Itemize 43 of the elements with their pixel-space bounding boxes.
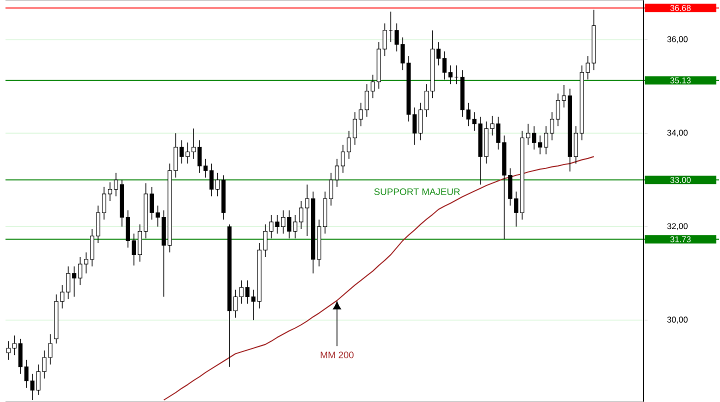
candlestick — [90, 228, 94, 267]
ref-line-label: 35.13 — [670, 77, 691, 84]
candlestick — [328, 172, 334, 206]
candlestick — [102, 186, 106, 220]
y-tick-label: 32,00 — [667, 223, 688, 230]
candlestick — [239, 280, 244, 304]
candlestick — [550, 112, 554, 141]
candlestick — [556, 93, 560, 127]
candlestick — [96, 205, 100, 244]
candlestick — [245, 280, 250, 304]
candlestick — [12, 335, 17, 356]
candlestick — [24, 359, 28, 388]
y-tick-label: 36,00 — [667, 36, 688, 44]
candlestick — [18, 338, 23, 374]
annotation: SUPPORT MAJEUR — [374, 188, 460, 196]
ref-line-label: 36.68 — [670, 5, 691, 11]
candlestick — [204, 158, 208, 178]
candlestick — [126, 210, 130, 248]
candlestick — [574, 126, 578, 164]
candlestick — [215, 172, 220, 197]
y-tick-label: 34,00 — [667, 130, 688, 137]
candlestick — [132, 233, 136, 266]
ref-line-label: 33.00 — [670, 177, 691, 183]
candlestick — [436, 42, 441, 66]
text: MM 200 — [320, 352, 354, 358]
candlestick — [562, 84, 566, 108]
candlestick — [466, 102, 470, 127]
candlestick — [424, 84, 429, 118]
candlestick — [346, 130, 352, 160]
candlestick — [6, 340, 11, 360]
candlestick — [442, 51, 447, 80]
candlestick — [544, 126, 548, 155]
candlestick — [538, 135, 542, 155]
ref-line-label: 31.73 — [670, 236, 691, 242]
candlestick — [233, 289, 238, 318]
candlestick — [334, 158, 340, 188]
candlestick — [448, 65, 453, 85]
candlestick — [209, 163, 214, 197]
candlestick — [114, 172, 118, 197]
candlestick — [340, 144, 346, 174]
candlestick — [352, 112, 358, 146]
y-tick-label: 30,00 — [667, 316, 688, 324]
candlestick — [108, 182, 112, 202]
